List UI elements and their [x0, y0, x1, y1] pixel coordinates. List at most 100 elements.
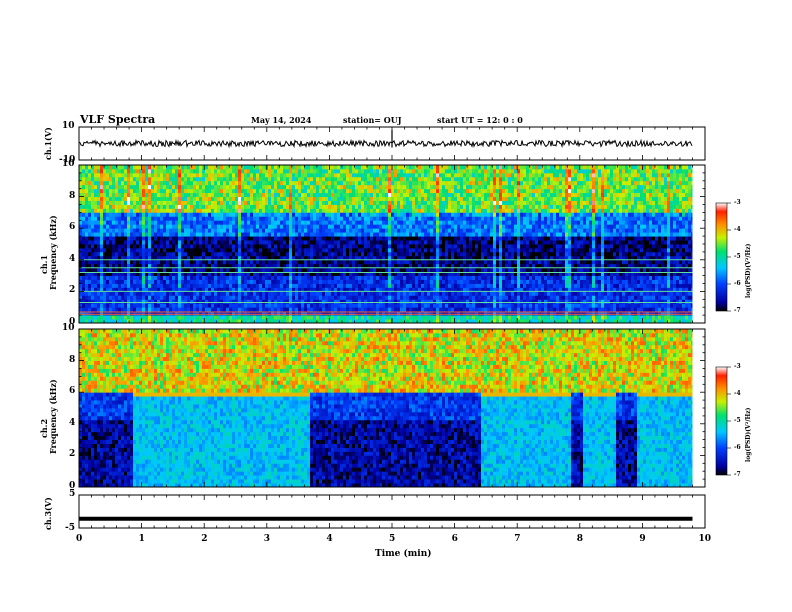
ch1-spectrogram-cell — [322, 283, 326, 288]
ch1-spectrogram-cell — [235, 169, 239, 174]
ch1-spectrogram-cell — [163, 184, 167, 190]
ch1-spectrogram-cell — [268, 196, 272, 201]
ch1-spectrogram-cell — [217, 244, 221, 249]
ch1-spectrogram-cell — [316, 236, 320, 241]
ch1-spectrogram-cell — [253, 255, 257, 261]
ch1-spectrogram-cell — [292, 212, 296, 217]
ch1-spectrogram-cell — [277, 204, 281, 209]
ch1-spectrogram-cell — [391, 180, 395, 186]
ch1-spectrogram-cell — [151, 307, 155, 312]
ch1-spectrogram-cell — [340, 303, 344, 308]
ch1-spectrogram-cell — [124, 255, 128, 261]
ch1-spectrogram-cell — [130, 176, 134, 182]
ch1-spectrogram-cell — [133, 295, 137, 300]
ch1-spectrogram-cell — [373, 319, 377, 324]
ch1-spectrogram-cell — [349, 311, 353, 316]
ch1-spectrogram-cell — [187, 255, 191, 261]
ch1-spectrogram-cell — [175, 287, 179, 292]
ch1-spectrogram-cell — [310, 165, 314, 170]
ch1-spectrogram-cell — [376, 247, 380, 253]
ch1-spectrogram-cell — [223, 247, 227, 253]
ch1-spectrogram-cell — [160, 279, 164, 284]
ch1-spectrogram-cell — [160, 228, 164, 233]
ch1-spectrogram-cell — [106, 251, 110, 257]
ch1-spectrogram-cell — [256, 236, 260, 241]
ch1-spectrogram-cell — [163, 228, 167, 233]
ch1-spectrogram-cell — [421, 196, 425, 201]
ch1-spectrogram-cell — [289, 192, 293, 198]
ch1-spectrogram-cell — [199, 295, 203, 300]
ch1-spectrogram-cell — [214, 228, 218, 233]
ch1-spectrogram-cell — [106, 259, 110, 265]
ch1-spectrogram-cell — [175, 303, 179, 308]
ch1-spectrogram-cell — [394, 315, 398, 320]
ch1-spectrogram-cell — [355, 192, 359, 198]
ch1-spectrogram-cell — [355, 315, 359, 320]
ch1-spectrogram-cell — [268, 251, 272, 257]
ch1-spectrogram-cell — [373, 216, 377, 221]
ch1-spectrogram-cell — [205, 299, 209, 304]
ch1-spectrogram-cell — [400, 220, 404, 225]
ch1-spectrogram-cell — [349, 267, 353, 273]
ch1-spectrogram-cell — [313, 247, 317, 253]
ch1-spectrogram-cell — [130, 240, 134, 245]
ch1-spectrogram-cell — [283, 224, 287, 229]
ch1-spectrogram-cell — [274, 169, 278, 174]
ch1-spectrogram-cell — [442, 271, 446, 276]
ch1-spectrogram-cell — [403, 295, 407, 300]
ch1-spectrogram-cell — [241, 311, 245, 316]
ch1-spectrogram-cell — [325, 271, 329, 276]
ch1-spectrogram-cell — [325, 212, 329, 217]
ch1-spectrogram-cell — [184, 208, 188, 213]
ch1-spectrogram-cell — [397, 271, 401, 276]
ch1-spectrogram-cell — [88, 188, 92, 194]
ch1-spectrogram-cell — [205, 196, 209, 201]
ch1-spectrogram-cell — [406, 287, 410, 292]
ch1-spectrogram-cell — [331, 275, 335, 280]
ch1-spectrogram-cell — [322, 303, 326, 308]
ch1-spectrogram-cell — [235, 240, 239, 245]
ch1-spectrogram-cell — [415, 251, 419, 257]
ch1-spectrogram-cell — [166, 176, 170, 182]
ch1-spectrogram-cell — [226, 188, 230, 194]
ch1-spectrogram-cell — [313, 208, 317, 213]
ch1-spectrogram-cell — [193, 184, 197, 190]
ch1-spectrogram-cell — [283, 295, 287, 300]
ch1-spectrogram-cell — [109, 220, 113, 225]
ch1-spectrogram-cell — [388, 180, 392, 186]
ch1-spectrogram-cell — [133, 275, 137, 280]
ch1-spectrogram-cell — [448, 275, 452, 280]
ch1-spectrogram-cell — [403, 255, 407, 261]
ch1-spectrogram-cell — [433, 315, 437, 320]
ch1-spectrogram-cell — [439, 216, 443, 221]
ch1-spectrogram-cell — [292, 295, 296, 300]
ch1-spectrogram-cell — [349, 307, 353, 312]
ch1-spectrogram-cell — [250, 255, 254, 261]
ch1-spectrogram-cell — [97, 311, 101, 316]
ch1-spectrogram-cell — [79, 295, 83, 300]
ch1-spectrogram-cell — [79, 311, 83, 316]
ch1-spectrogram-cell — [328, 240, 332, 245]
ch1-spectrogram-cell — [364, 259, 368, 265]
ch1-spectrogram-cell — [79, 307, 83, 312]
ch1-spectrogram-cell — [172, 169, 176, 174]
ch1-spectrogram-cell — [316, 295, 320, 300]
ch1-spectrogram-cell — [187, 319, 191, 324]
ch1-spectrogram-cell — [442, 220, 446, 225]
ch1-spectrogram-cell — [328, 247, 332, 253]
ch1-spectrogram-cell — [388, 275, 392, 280]
ch1-spectrogram-cell — [301, 291, 305, 296]
ch1-spectrogram-cell — [427, 315, 431, 320]
ch1-spectrogram-cell — [403, 169, 407, 174]
ch1-spectrogram-cell — [262, 291, 266, 296]
ch1-spectrogram-cell — [445, 220, 449, 225]
ch1-spectrogram-cell — [394, 271, 398, 276]
ch1-spectrogram-cell — [382, 212, 386, 217]
ch1-spectrogram-cell — [226, 311, 230, 316]
ch1-spectrogram-cell — [352, 279, 356, 284]
ch1-spectrogram-cell — [361, 267, 365, 273]
ch1-spectrogram-cell — [247, 220, 251, 225]
ch1-spectrogram-cell — [406, 180, 410, 186]
ch1-spectrogram-cell — [142, 212, 146, 217]
ch1-spectrogram-cell — [253, 188, 257, 194]
